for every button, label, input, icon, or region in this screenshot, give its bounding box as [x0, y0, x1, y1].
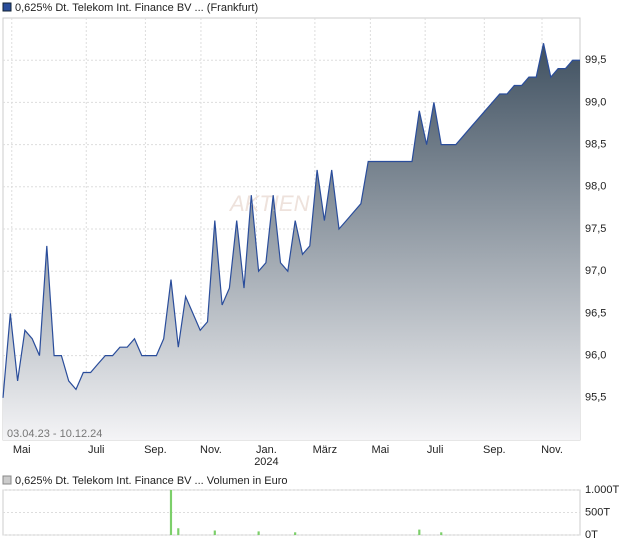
y-tick-label: 1.000T — [585, 484, 620, 496]
date-range: 03.04.23 - 10.12.24 — [7, 428, 102, 440]
line — [2, 43, 580, 398]
x-tick-label: Mai — [13, 444, 31, 456]
x-tick-label: Sep. — [483, 444, 506, 456]
bar — [213, 530, 216, 535]
x-year-label: 2024 — [254, 456, 278, 468]
legend-swatch — [2, 475, 12, 485]
bar — [440, 532, 443, 535]
y-tick-label: 99,5 — [585, 54, 606, 66]
y-tick-label: 99,0 — [585, 96, 606, 108]
y-tick-label: 95,5 — [585, 392, 606, 404]
watermark: AKTIEN — [228, 191, 310, 216]
legend-swatch — [2, 2, 12, 12]
y-tick-label: 98,0 — [585, 181, 606, 193]
y-tick-label: 96,5 — [585, 307, 606, 319]
x-tick-label: März — [313, 444, 337, 456]
x-tick-label: Sep. — [144, 444, 167, 456]
bar — [177, 528, 180, 535]
bar — [418, 529, 421, 535]
x-tick-label: Nov. — [200, 444, 222, 456]
y-tick-label: 500T — [585, 506, 610, 518]
x-tick-label: Juli — [88, 444, 105, 456]
x-tick-label: Nov. — [541, 444, 563, 456]
y-tick-label: 96,0 — [585, 350, 606, 362]
bar — [294, 532, 297, 535]
legend-title: 0,625% Dt. Telekom Int. Finance BV ... (… — [15, 2, 258, 14]
y-tick-label: 97,5 — [585, 223, 606, 235]
x-tick-label: Jan. — [256, 444, 277, 456]
legend-title: 0,625% Dt. Telekom Int. Finance BV ... V… — [15, 475, 288, 487]
x-tick-label: Mai — [372, 444, 390, 456]
bar — [257, 531, 260, 535]
x-tick-label: Juli — [427, 444, 444, 456]
y-tick-label: 97,0 — [585, 265, 606, 277]
area — [3, 43, 580, 441]
y-tick-label: 98,5 — [585, 139, 606, 151]
y-tick-label: 0T — [585, 529, 598, 541]
bar — [169, 490, 173, 535]
